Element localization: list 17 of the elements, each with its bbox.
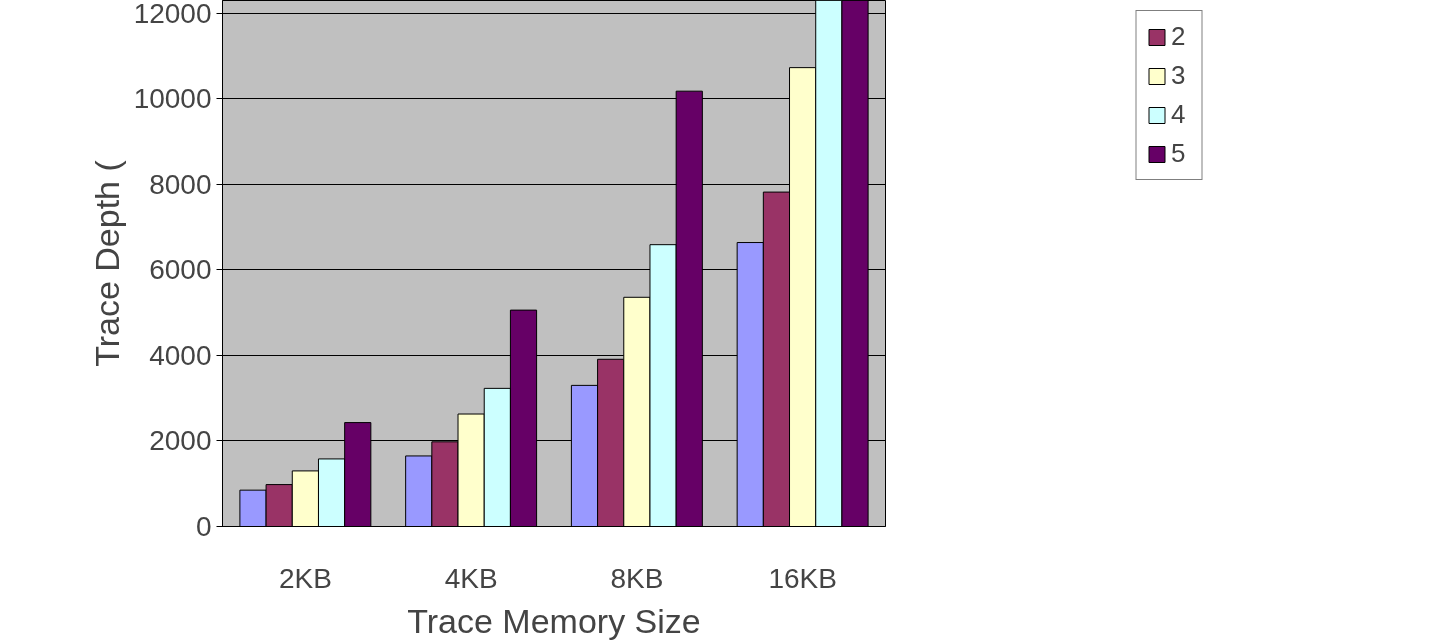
legend-label: 4 [1171,99,1187,130]
y-tick-label: 10000 [133,83,212,115]
legend-label: 3 [1171,60,1187,91]
y-tick-label: 0 [195,511,212,542]
x-axis-title: Trace Memory Size [407,601,701,640]
x-tick-label: 2KB [278,562,332,594]
x-tick-label: 16KB [768,562,837,594]
legend-label: 5 [1171,138,1187,169]
legend-label: 2 [1171,21,1187,52]
y-tick-label: 12000 [133,0,212,29]
y-tick-label: 2000 [149,425,212,457]
y-tick-label: 8000 [149,168,212,200]
x-tick-label: 8KB [610,562,664,594]
y-tick-label: 4000 [149,339,212,371]
y-axis-title: Trace Depth ( [87,159,126,367]
y-tick-label: 6000 [149,254,212,286]
x-tick-label: 4KB [444,562,498,594]
